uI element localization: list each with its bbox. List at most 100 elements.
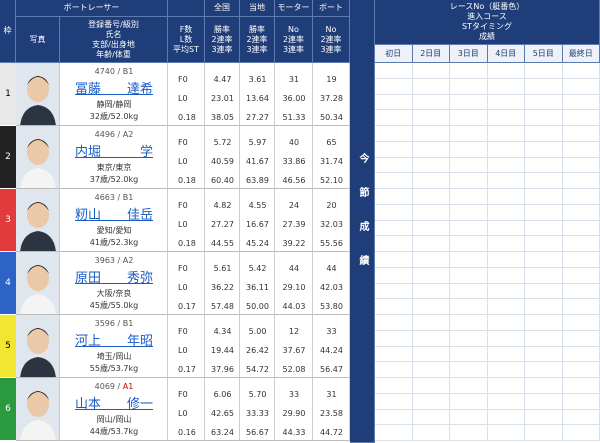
racer-info: 3963 / A2 原田 秀弥 大阪/奈良 45歳/55.0kg [60, 252, 168, 315]
result-cell [562, 362, 600, 378]
national-value: 38.05 [211, 113, 234, 122]
result-cell [562, 425, 600, 441]
national-value: 27.27 [211, 220, 234, 229]
fl-cell: F0 L0 0.18 [168, 63, 205, 126]
national-value: 57.48 [211, 302, 234, 311]
header-line: F数 [179, 24, 193, 34]
home: 東京/東京 [96, 163, 132, 172]
reg-line: 4740 / B1 [60, 67, 168, 76]
racer-name[interactable]: 山本 修一 [74, 397, 153, 412]
motor-value: 51.33 [282, 113, 306, 122]
boat-value: 52.10 [320, 176, 343, 185]
result-cell [375, 141, 413, 158]
result-cell [375, 425, 413, 441]
reg-line: 4496 / A2 [60, 130, 168, 139]
header-cell: 枠 [0, 0, 16, 63]
result-cell [412, 393, 450, 410]
result-cell [487, 393, 525, 410]
national-cell: 4.47 23.01 38.05 [205, 63, 240, 126]
result-cell [450, 78, 488, 95]
motor-value: 29.90 [282, 409, 306, 418]
local-value: 4.55 [248, 201, 267, 210]
result-cell [450, 267, 488, 284]
frame-cell: 4 [0, 252, 16, 315]
age-weight: 44歳/53.7kg [89, 427, 139, 436]
racer-name[interactable]: 冨藤 達希 [74, 82, 153, 97]
national-value: 60.40 [211, 176, 234, 185]
result-cell [450, 393, 488, 410]
header-line: 進入コース [467, 12, 507, 21]
national-cell: 6.06 42.65 63.24 [205, 378, 240, 441]
result-cell [412, 189, 450, 205]
photo-figure [20, 391, 56, 440]
photo [16, 315, 60, 378]
boat-value: 50.34 [320, 113, 343, 122]
national-value: 44.55 [211, 239, 234, 248]
fl-cell: F0 L0 0.17 [168, 315, 205, 378]
national-value: 4.34 [213, 327, 232, 336]
photo-figure [20, 139, 56, 188]
result-cell [375, 252, 413, 268]
boat-cell: 19 37.28 50.34 [313, 63, 350, 126]
header-cell: モーター [275, 0, 313, 17]
result-cell [562, 157, 600, 174]
racer-name[interactable]: 籾山 佳岳 [74, 208, 153, 223]
result-cell [412, 126, 450, 142]
result-cell [487, 173, 525, 189]
boat-value: 31 [326, 390, 337, 399]
result-cell [412, 252, 450, 268]
result-cell [375, 283, 413, 300]
current-series: 今節成績 [350, 0, 375, 443]
result-cell [562, 252, 600, 268]
local-value: 27.27 [246, 113, 269, 122]
header-cell: 勝率 2連率 3連率 [205, 17, 240, 63]
fl-value: L0 [178, 346, 188, 355]
result-cell [525, 393, 563, 410]
fl-cell: F0 L0 0.16 [168, 378, 205, 441]
result-cell [450, 189, 488, 205]
results-header: レースNo（艇番色） 進入コース STタイミング 成績 [375, 0, 600, 45]
result-cell [375, 157, 413, 174]
result-cell [562, 189, 600, 205]
national-value: 6.06 [213, 390, 232, 399]
result-cell [375, 315, 413, 331]
home: 愛知/愛知 [96, 226, 132, 235]
result-cell [487, 157, 525, 174]
header-cell: No 2連率 3連率 [313, 17, 350, 63]
boat-value: 56.47 [320, 365, 343, 374]
motor-cell: 31 36.00 51.33 [275, 63, 313, 126]
local-value: 33.33 [246, 409, 269, 418]
fl-value: 0.18 [178, 176, 196, 185]
result-cell [450, 346, 488, 363]
frame-cell: 1 [0, 63, 16, 126]
home: 岡山/岡山 [96, 415, 132, 424]
result-cell [487, 141, 525, 158]
local-cell: 5.97 41.67 63.89 [240, 126, 275, 189]
result-cell [450, 204, 488, 221]
motor-value: 33.86 [282, 157, 306, 166]
racer-name[interactable]: 原田 秀弥 [74, 271, 153, 286]
result-cell [487, 204, 525, 221]
result-cell [450, 236, 488, 252]
home: 静岡/静岡 [96, 100, 132, 109]
result-cell [562, 346, 600, 363]
photo [16, 63, 60, 126]
day-header: 2日目 [412, 45, 450, 63]
motor-value: 27.39 [282, 220, 306, 229]
reg-no: 4663 / [94, 193, 121, 202]
header-line: 氏名 [105, 29, 122, 39]
result-cell [375, 267, 413, 284]
header-line: 3連率 [211, 44, 233, 54]
local-value: 56.67 [246, 428, 269, 437]
racer-name[interactable]: 河上 年昭 [74, 334, 153, 349]
result-cell [450, 94, 488, 111]
result-cell [487, 94, 525, 111]
result-cell [562, 236, 600, 252]
result-cell [562, 78, 600, 95]
header-line: No [325, 24, 337, 34]
boat-value: 32.03 [320, 220, 343, 229]
result-cell [487, 189, 525, 205]
result-cell [525, 409, 563, 426]
racer-name[interactable]: 内堀 学 [74, 145, 153, 160]
